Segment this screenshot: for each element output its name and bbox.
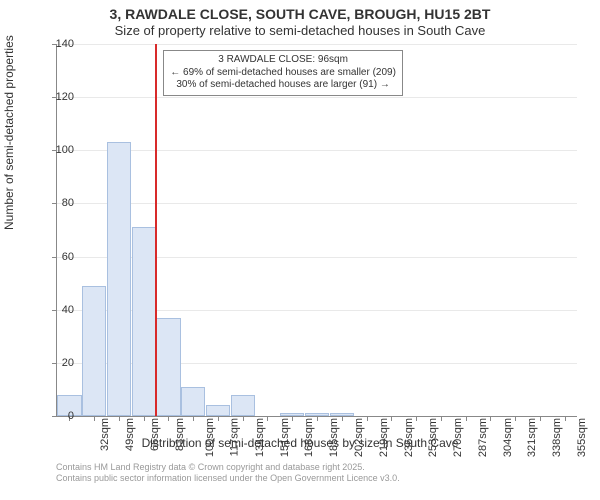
annotation-line: 3 RAWDALE CLOSE: 96sqm [170,54,396,67]
chart-title: 3, RAWDALE CLOSE, SOUTH CAVE, BROUGH, HU… [0,0,600,22]
histogram-bar [231,395,255,416]
xtick-mark [515,416,516,421]
annotation-box: 3 RAWDALE CLOSE: 96sqm← 69% of semi-deta… [163,50,403,96]
ytick-label: 20 [44,357,74,369]
xtick-mark [391,416,392,421]
xtick-mark [441,416,442,421]
chart-subtitle: Size of property relative to semi-detach… [0,23,600,38]
gridline [57,150,577,151]
ytick-label: 140 [44,38,74,50]
xtick-mark [292,416,293,421]
xtick-mark [168,416,169,421]
gridline [57,203,577,204]
xtick-mark [193,416,194,421]
plot-area: 32sqm49sqm66sqm83sqm100sqm117sqm134sqm15… [56,44,577,417]
xtick-mark [416,416,417,421]
xtick-mark [144,416,145,421]
gridline [57,97,577,98]
xtick-mark [342,416,343,421]
xtick-mark [267,416,268,421]
gridline [57,44,577,45]
ytick-label: 120 [44,91,74,103]
xtick-mark [317,416,318,421]
attribution-text: Contains HM Land Registry data © Crown c… [56,462,400,485]
x-axis-label: Distribution of semi-detached houses by … [0,436,600,450]
xtick-mark [243,416,244,421]
annotation-line: ← 69% of semi-detached houses are smalle… [170,67,396,80]
attribution-line: Contains public sector information licen… [56,473,400,484]
histogram-bar [107,142,131,416]
reference-line [155,44,157,416]
xtick-mark [367,416,368,421]
ytick-label: 100 [44,144,74,156]
y-axis-label: Number of semi-detached properties [2,35,16,230]
histogram-bar [132,227,156,416]
xtick-mark [94,416,95,421]
xtick-mark [218,416,219,421]
ytick-label: 40 [44,304,74,316]
histogram-bar [82,286,106,416]
annotation-line: 30% of semi-detached houses are larger (… [170,79,396,92]
xtick-mark [540,416,541,421]
ytick-label: 60 [44,251,74,263]
histogram-chart: 3, RAWDALE CLOSE, SOUTH CAVE, BROUGH, HU… [0,0,600,500]
histogram-bar [156,318,180,416]
ytick-label: 80 [44,197,74,209]
xtick-mark [490,416,491,421]
ytick-label: 0 [44,410,74,422]
histogram-bar [181,387,205,416]
histogram-bar [206,405,230,416]
xtick-mark [565,416,566,421]
xtick-mark [119,416,120,421]
xtick-mark [466,416,467,421]
attribution-line: Contains HM Land Registry data © Crown c… [56,462,400,473]
